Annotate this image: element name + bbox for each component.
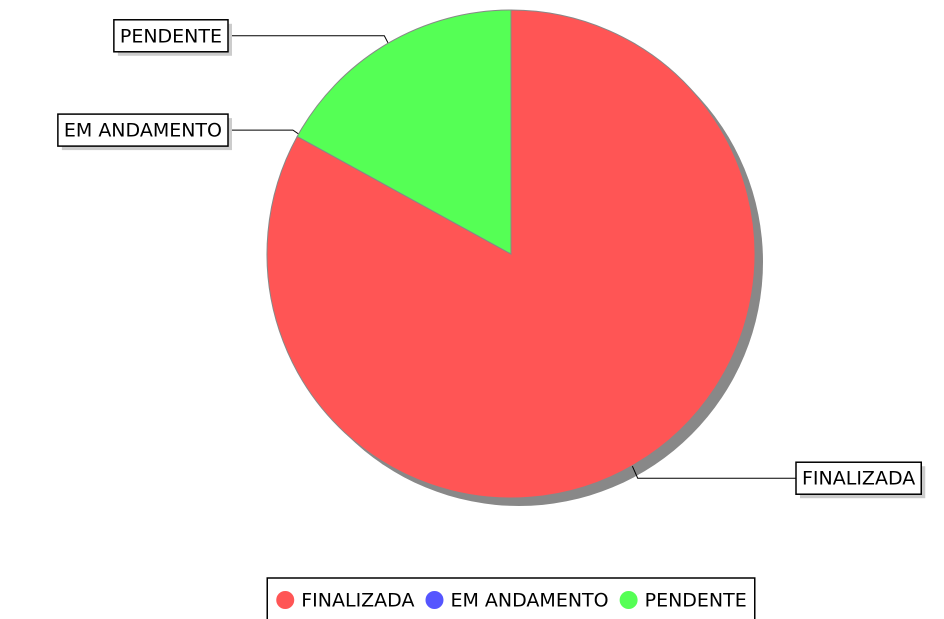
legend-box <box>266 577 756 619</box>
legend-marker <box>276 591 295 609</box>
label-box <box>795 461 922 495</box>
label-box <box>57 113 229 147</box>
legend-label: EM ANDAMENTO <box>450 590 608 612</box>
legend-marker <box>425 591 444 609</box>
slice-label: EM ANDAMENTO <box>64 120 222 142</box>
legend-label: PENDENTE <box>645 590 747 612</box>
legend: FINALIZADA EM ANDAMENTO PENDENTE <box>266 577 756 619</box>
pie-slice <box>296 9 512 255</box>
legend-marker <box>619 591 638 609</box>
legend-label: FINALIZADA <box>301 590 414 612</box>
slice-label: PENDENTE <box>120 25 222 47</box>
slice-label: FINALIZADA <box>802 468 915 490</box>
label-box <box>113 19 229 53</box>
labels: FINALIZADA EM ANDAMENTO PENDENTE <box>57 19 926 499</box>
